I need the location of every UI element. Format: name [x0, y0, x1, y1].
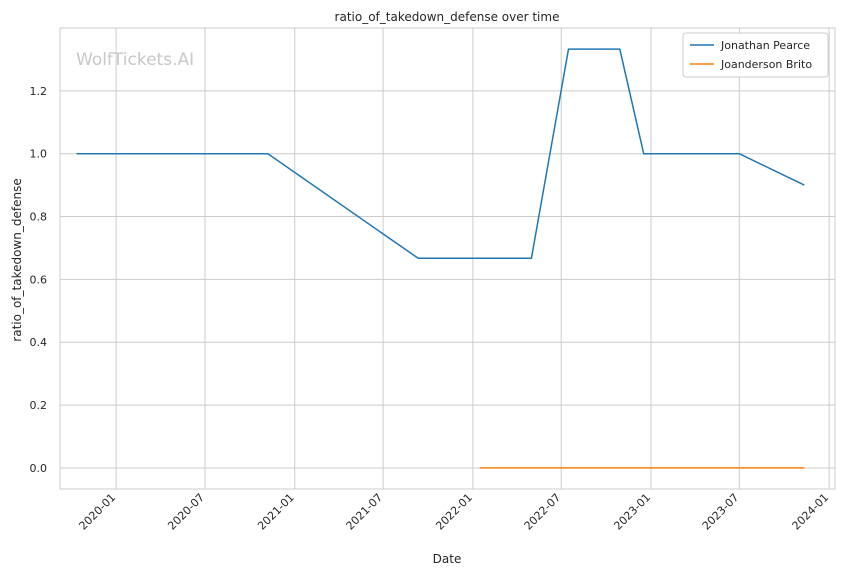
x-axis-label: Date: [433, 552, 462, 566]
x-tick-label: 2020-07: [165, 491, 207, 533]
y-axis-label: ratio_of_takedown_defense: [10, 178, 24, 341]
y-tick-labels: 0.0 0.2 0.4 0.6 0.8 1.0 1.2: [30, 85, 48, 475]
x-tick-label: 2021-07: [344, 491, 386, 533]
series-layer: [76, 48, 805, 469]
x-tick-label: 2020-01: [77, 491, 119, 533]
y-tick-label: 1.0: [30, 148, 48, 161]
y-tick-label: 0.8: [30, 211, 48, 224]
series-line-jonathan-pearce: [76, 48, 805, 260]
y-tick-label: 1.2: [30, 85, 48, 98]
watermark: WolfTickets.AI: [76, 50, 194, 70]
x-tick-label: 2023-07: [700, 491, 742, 533]
x-tick-label: 2022-07: [522, 491, 564, 533]
x-tick-label: 2023-01: [611, 491, 653, 533]
chart-title: ratio_of_takedown_defense over time: [335, 10, 560, 24]
legend-label-jonathan-pearce: Jonathan Pearce: [720, 39, 810, 52]
y-tick-label: 0.6: [30, 273, 48, 286]
y-tick-label: 0.4: [30, 336, 48, 349]
legend-box: [682, 32, 829, 78]
y-tick-label: 0.2: [30, 399, 48, 412]
x-tick-label: 2022-01: [433, 491, 475, 533]
y-tick-label: 0.0: [30, 462, 48, 475]
legend: Jonathan Pearce Joanderson Brito: [682, 32, 829, 78]
x-tick-label: 2024-01: [790, 491, 832, 533]
legend-label-joanderson-brito: Joanderson Brito: [720, 58, 812, 71]
x-tick-label: 2021-01: [255, 491, 297, 533]
x-tick-labels: 2020-01 2020-07 2021-01 2021-07 2022-01 2022-…: [77, 491, 832, 533]
